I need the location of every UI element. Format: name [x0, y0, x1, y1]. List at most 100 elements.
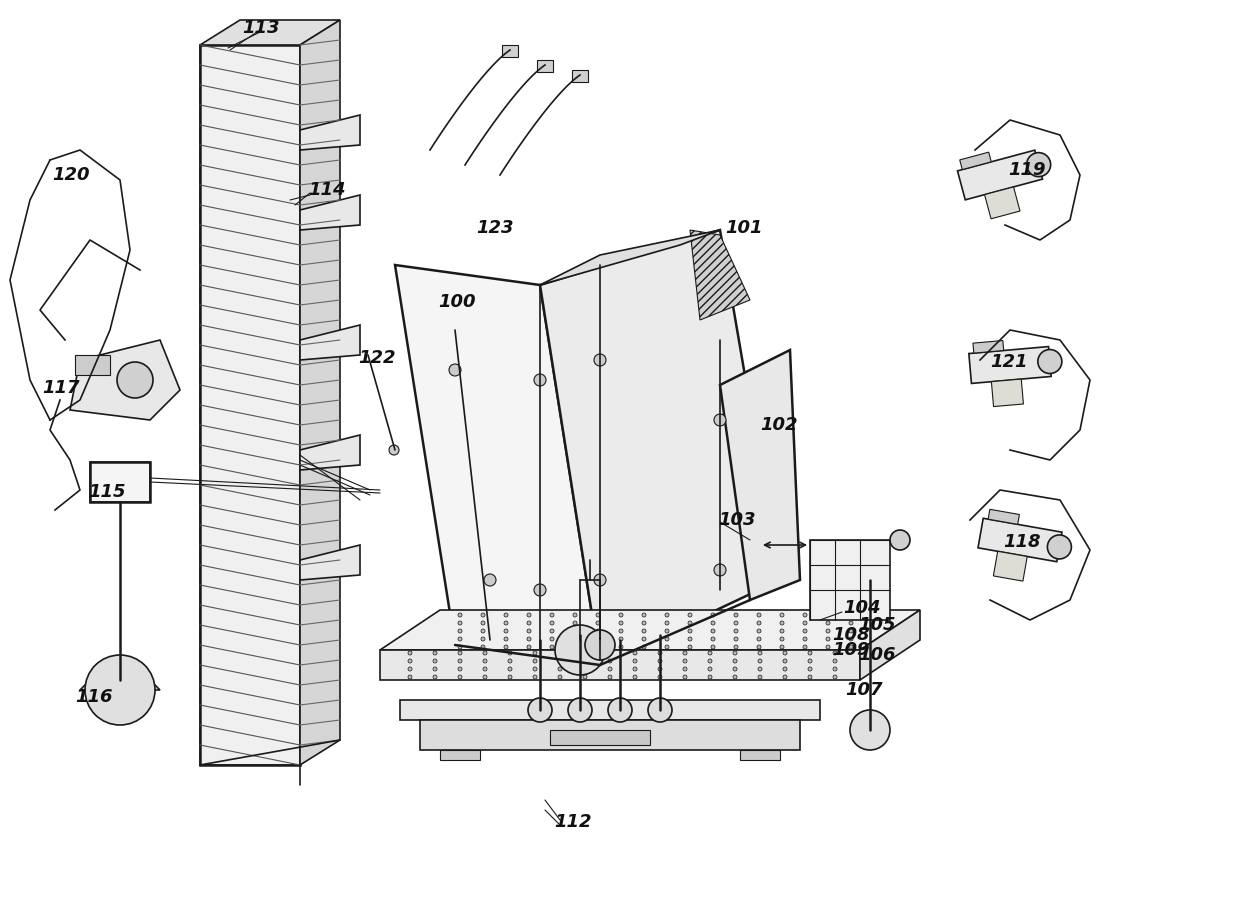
Circle shape — [583, 651, 587, 655]
Circle shape — [826, 637, 830, 641]
Circle shape — [808, 659, 812, 663]
Circle shape — [642, 637, 646, 641]
Circle shape — [688, 637, 692, 641]
Circle shape — [733, 659, 737, 663]
Circle shape — [568, 698, 591, 722]
Circle shape — [688, 613, 692, 617]
Polygon shape — [539, 230, 720, 285]
Circle shape — [573, 637, 577, 641]
Circle shape — [734, 645, 738, 649]
Circle shape — [665, 621, 670, 625]
Circle shape — [596, 645, 600, 649]
Polygon shape — [993, 551, 1027, 581]
Text: 113: 113 — [242, 19, 279, 37]
Circle shape — [711, 629, 715, 633]
Circle shape — [527, 629, 531, 633]
Bar — [91, 462, 150, 502]
Circle shape — [711, 621, 715, 625]
Circle shape — [665, 629, 670, 633]
Text: 104: 104 — [843, 599, 880, 617]
Circle shape — [833, 667, 837, 671]
Polygon shape — [81, 680, 160, 690]
Circle shape — [758, 651, 763, 655]
Polygon shape — [300, 435, 360, 470]
Circle shape — [780, 629, 784, 633]
Text: 101: 101 — [725, 219, 763, 237]
Circle shape — [804, 629, 807, 633]
Circle shape — [458, 675, 463, 679]
Circle shape — [780, 613, 784, 617]
Circle shape — [808, 675, 812, 679]
Circle shape — [619, 621, 622, 625]
Circle shape — [608, 675, 613, 679]
Circle shape — [449, 364, 461, 376]
Circle shape — [527, 645, 531, 649]
Circle shape — [481, 637, 485, 641]
Circle shape — [408, 675, 412, 679]
Circle shape — [481, 629, 485, 633]
Circle shape — [849, 621, 853, 625]
Circle shape — [533, 667, 537, 671]
Circle shape — [804, 613, 807, 617]
Circle shape — [551, 629, 554, 633]
Circle shape — [683, 675, 687, 679]
Circle shape — [596, 621, 600, 625]
Circle shape — [642, 621, 646, 625]
Circle shape — [826, 645, 830, 649]
Circle shape — [780, 645, 784, 649]
Circle shape — [527, 613, 531, 617]
Circle shape — [734, 637, 738, 641]
Polygon shape — [985, 187, 1021, 218]
Circle shape — [756, 613, 761, 617]
Circle shape — [758, 659, 763, 663]
Text: 106: 106 — [858, 646, 895, 664]
Circle shape — [658, 659, 662, 663]
Circle shape — [1038, 350, 1061, 373]
Circle shape — [619, 613, 622, 617]
Polygon shape — [300, 20, 340, 765]
Circle shape — [804, 637, 807, 641]
Bar — [74, 355, 110, 375]
Circle shape — [433, 659, 436, 663]
Circle shape — [808, 667, 812, 671]
Text: 103: 103 — [718, 511, 755, 529]
Circle shape — [780, 637, 784, 641]
Circle shape — [596, 613, 600, 617]
Circle shape — [780, 621, 784, 625]
Polygon shape — [973, 341, 1003, 353]
Circle shape — [503, 621, 508, 625]
Circle shape — [804, 645, 807, 649]
Circle shape — [734, 621, 738, 625]
Circle shape — [632, 659, 637, 663]
Polygon shape — [960, 152, 991, 170]
Circle shape — [481, 613, 485, 617]
Bar — [551, 730, 650, 745]
Circle shape — [665, 613, 670, 617]
Circle shape — [683, 651, 687, 655]
Circle shape — [849, 710, 890, 750]
Polygon shape — [992, 379, 1023, 406]
Circle shape — [733, 651, 737, 655]
Circle shape — [733, 667, 737, 671]
Polygon shape — [988, 510, 1019, 524]
Bar — [440, 750, 480, 760]
Circle shape — [551, 645, 554, 649]
Circle shape — [632, 675, 637, 679]
Circle shape — [826, 613, 830, 617]
Circle shape — [758, 667, 763, 671]
Circle shape — [551, 621, 554, 625]
Polygon shape — [968, 347, 1052, 384]
Bar — [91, 462, 150, 502]
Circle shape — [826, 621, 830, 625]
Circle shape — [665, 645, 670, 649]
Text: 105: 105 — [858, 616, 895, 634]
Circle shape — [484, 675, 487, 679]
Circle shape — [551, 637, 554, 641]
Circle shape — [458, 629, 463, 633]
Circle shape — [558, 651, 562, 655]
Circle shape — [558, 675, 562, 679]
Circle shape — [708, 675, 712, 679]
Polygon shape — [300, 195, 360, 230]
Circle shape — [758, 675, 763, 679]
Circle shape — [688, 645, 692, 649]
